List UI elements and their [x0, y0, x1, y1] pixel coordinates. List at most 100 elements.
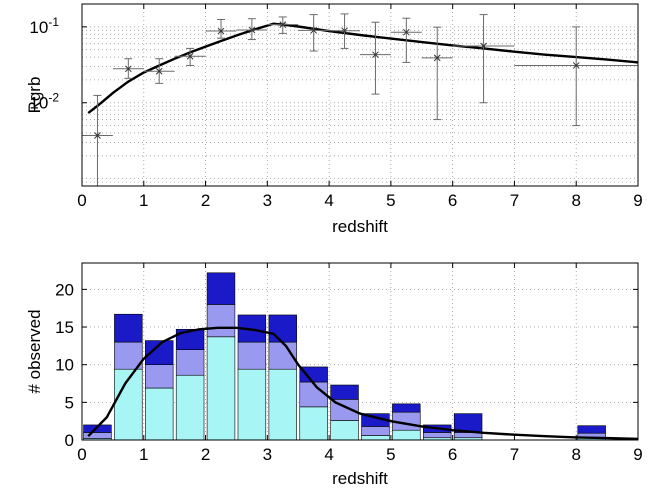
- histogram-x-tick-label: 3: [263, 445, 272, 464]
- rate-point-marker: [248, 26, 256, 34]
- rate-x-tick-label: 3: [263, 191, 272, 210]
- rate-data-point: [329, 13, 360, 49]
- histogram-bar-segment: [330, 384, 359, 400]
- rate-data-point: [421, 26, 453, 121]
- rate-x-tick-label: 9: [633, 191, 642, 210]
- histogram-bar-segment: [237, 341, 267, 370]
- rate-x-tick-label: 1: [139, 191, 148, 210]
- rate-point-marker: [94, 132, 101, 139]
- rate-data-point: [298, 14, 330, 52]
- rate-x-tick-label: 4: [324, 191, 333, 210]
- histogram-bar-segment: [330, 420, 359, 441]
- rate-x-tick-label: 2: [201, 191, 210, 210]
- rate-point-marker: [480, 42, 487, 50]
- histogram-x-tick-label: 5: [386, 445, 395, 464]
- histogram-y-tick-label: 10: [55, 356, 74, 375]
- rate-x-tick-label: 8: [571, 191, 580, 210]
- histogram-bar-segment: [114, 313, 143, 343]
- rate-data-point: [390, 17, 422, 63]
- histogram-bar-segment: [392, 403, 421, 413]
- histogram-bar-segment: [299, 381, 328, 408]
- rate-data-point: [514, 26, 638, 127]
- rate-model-curve: [87, 22, 639, 115]
- rate-data-point: [267, 16, 299, 34]
- rate-point-marker: [155, 67, 163, 75]
- histogram-x-tick-label: 7: [510, 445, 519, 464]
- histogram-x-tick-label: 1: [139, 445, 148, 464]
- histogram-bar-segment: [268, 314, 297, 343]
- histogram-bar-segment: [361, 426, 390, 436]
- rate-x-tick-label: 0: [77, 191, 86, 210]
- rate-data-points: [82, 13, 638, 186]
- rate-data-point: [360, 21, 391, 95]
- histogram-bar-segment: [299, 406, 328, 441]
- histogram-bar-segment: [114, 341, 143, 370]
- rate-y-tick-label: 10-2: [29, 91, 59, 113]
- histogram-bar-segment: [206, 304, 236, 338]
- histogram-bar-segment: [175, 349, 205, 376]
- histogram-bar-segment: [392, 429, 421, 441]
- histogram-bar-segment: [83, 424, 112, 433]
- rate-data-point: [174, 47, 206, 66]
- rate-x-tick-label: 5: [386, 191, 395, 210]
- rate-point-marker: [186, 52, 194, 60]
- histogram-bar-segment: [175, 328, 205, 350]
- histogram-bar-segment: [206, 272, 236, 305]
- histogram-model-curve: [87, 326, 639, 441]
- histogram-plot-area: [82, 263, 638, 440]
- rate-point-marker: [217, 27, 225, 35]
- rate-point-marker: [572, 62, 580, 69]
- rate-point-marker: [124, 65, 132, 73]
- histogram-bar-segment: [423, 432, 452, 439]
- rate-model-curve-layer: [87, 22, 639, 115]
- rate-data-point: [452, 14, 515, 104]
- histogram-x-tick-label: 8: [571, 445, 580, 464]
- rate-x-tick-label: 6: [448, 191, 457, 210]
- histogram-model-curve-layer: [87, 326, 639, 441]
- histogram-y-tick-label: 0: [65, 431, 74, 450]
- rate-point-marker: [279, 21, 287, 28]
- rate-point-marker: [310, 26, 318, 34]
- rate-data-point: [143, 58, 175, 84]
- histogram-axes-frame: [81, 262, 639, 441]
- histogram-y-axis-label: # observed: [25, 309, 44, 393]
- rate-y-tick-label: 10-1: [29, 15, 59, 37]
- histogram-panel: 0 1 2 3 4 5 6 7 8 9 0 5 10 15 20 redshift # observed: [25, 262, 643, 488]
- histogram-x-tick-label: 4: [324, 445, 333, 464]
- histogram-x-tick-label: 0: [77, 445, 86, 464]
- rate-x-axis-label: redshift: [332, 217, 388, 236]
- rate-point-marker: [402, 28, 410, 36]
- rate-point-marker: [433, 54, 441, 62]
- rate-data-point: [82, 94, 113, 186]
- histogram-y-tick-label: 20: [55, 280, 74, 299]
- histogram-bar-segment: [206, 336, 236, 441]
- rate-point-marker: [341, 27, 348, 35]
- rate-x-tick-label: 7: [510, 191, 519, 210]
- histogram-bar-segment: [237, 368, 267, 441]
- rate-data-point: [236, 18, 268, 41]
- histogram-bar-segment: [145, 387, 174, 441]
- histogram-x-ticks: 0 1 2 3 4 5 6 7 8 9: [77, 263, 643, 464]
- rate-data-point: [205, 18, 237, 39]
- rate-plot-area: [82, 4, 638, 186]
- rate-data-point: [112, 58, 144, 79]
- histogram-y-tick-label: 15: [55, 318, 74, 337]
- histogram-bar-segment: [299, 366, 328, 383]
- rate-panel: 0 1 2 3 4 5 6 7 8 9 10-2 10-1 redshift Rgrb: [25, 3, 643, 236]
- rate-y-ticks: 10-2 10-1: [29, 15, 87, 113]
- rate-x-ticks: 0 1 2 3 4 5 6 7 8 9: [77, 4, 643, 210]
- histogram-bar-segment: [175, 374, 205, 441]
- histogram-x-tick-label: 6: [448, 445, 457, 464]
- histogram-x-tick-label: 9: [633, 445, 642, 464]
- histogram-y-ticks: 0 5 10 15 20: [55, 280, 638, 450]
- histogram-bar-segment: [145, 364, 174, 389]
- histogram-grid: [82, 263, 638, 440]
- histogram-y-tick-label: 5: [65, 393, 74, 412]
- histogram-bar-segment: [361, 435, 390, 441]
- rate-grid: [82, 4, 638, 186]
- histogram-bar-segment: [577, 425, 606, 434]
- rate-axes-frame: [81, 3, 639, 187]
- rate-point-marker: [372, 51, 379, 59]
- histogram-x-tick-label: 2: [201, 445, 210, 464]
